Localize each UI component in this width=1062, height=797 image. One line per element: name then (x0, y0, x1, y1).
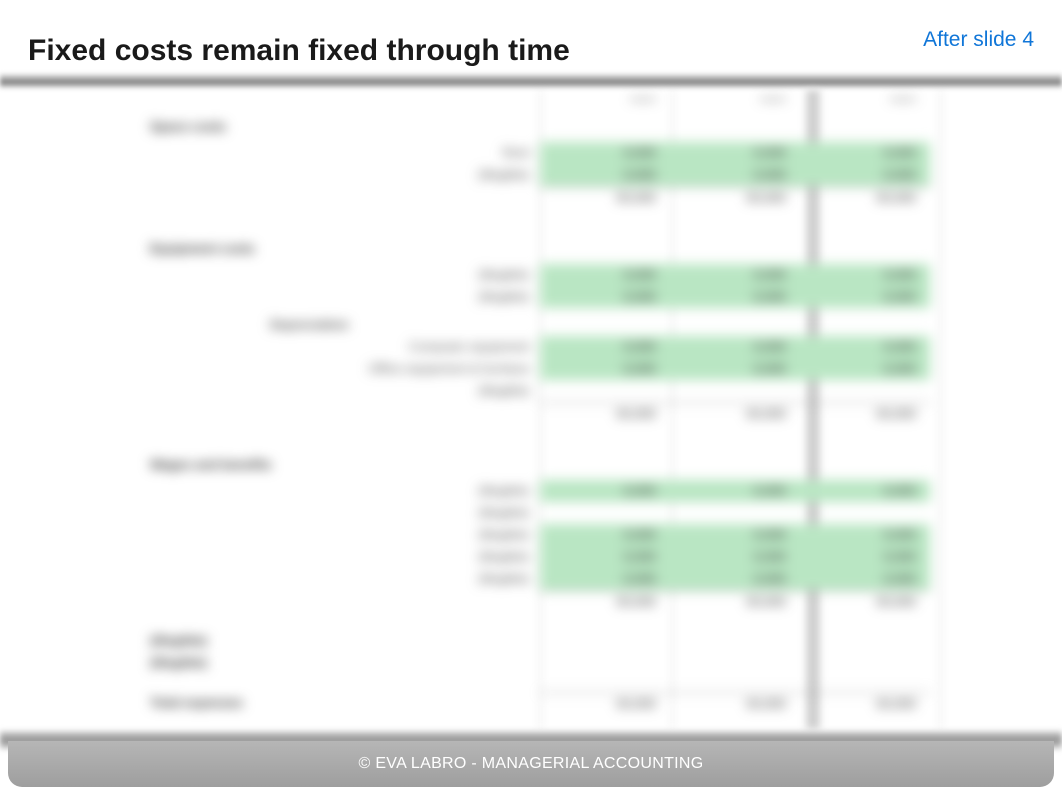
row-label: (illegible) (150, 264, 540, 286)
footer-text: © EVA LABRO - MANAGERIAL ACCOUNTING (358, 755, 703, 772)
cell (540, 314, 670, 336)
cell: 0,000 (670, 336, 800, 358)
cell: 0,000 (540, 142, 670, 164)
cell (670, 314, 800, 336)
cell (540, 630, 670, 652)
cell (800, 454, 930, 476)
row-label: (illegible) (150, 652, 540, 674)
row-label: (illegible) (150, 568, 540, 590)
cell: 00,000 (800, 590, 930, 612)
row-label (150, 590, 540, 612)
cell: 0,000 (670, 358, 800, 380)
cell: 0,000 (800, 164, 930, 186)
cell: 0,000 (540, 336, 670, 358)
cell: 0,000 (800, 286, 930, 308)
row-label: (illegible) (150, 524, 540, 546)
cell: 00,000 (540, 692, 670, 714)
row-label: Total expenses (150, 692, 540, 714)
cell: 0,000 (540, 264, 670, 286)
cell: 00,000 (800, 402, 930, 424)
cell (800, 630, 930, 652)
cell: 00,000 (670, 692, 800, 714)
cell: 0,000 (540, 286, 670, 308)
cell: 0,000 (670, 164, 800, 186)
cell: 0,000 (540, 358, 670, 380)
row-label: Wages and benefits (150, 454, 540, 476)
obscured-table-region: ——————Space costsRent0,0000,0000,000(ill… (0, 88, 1062, 735)
row-label: (illegible) (150, 164, 540, 186)
cell (540, 652, 670, 674)
cell (800, 502, 930, 524)
cell: 0,000 (540, 480, 670, 502)
row-label: (illegible) (150, 380, 540, 402)
cell (540, 380, 670, 402)
cell: 0,000 (670, 142, 800, 164)
cell: 0,000 (800, 358, 930, 380)
cell: 0,000 (800, 568, 930, 590)
cell: 00,000 (670, 590, 800, 612)
cell (540, 116, 670, 138)
cell (800, 652, 930, 674)
cell: 00,000 (670, 186, 800, 208)
cell: 0,000 (800, 336, 930, 358)
row-label: Equipment costs (150, 238, 540, 260)
cell: 0,000 (540, 524, 670, 546)
cell (540, 454, 670, 476)
row-label: Office equipment & furniture (150, 358, 540, 380)
cell: 0,000 (800, 480, 930, 502)
cell (670, 454, 800, 476)
row-label: Computer equipment (150, 336, 540, 358)
cell: 00,000 (800, 692, 930, 714)
row-label: (illegible) (150, 546, 540, 568)
slide: Fixed costs remain fixed through time Af… (0, 0, 1062, 797)
cell: 0,000 (670, 480, 800, 502)
cell: 0,000 (800, 142, 930, 164)
cell: 0,000 (540, 568, 670, 590)
cell: 0,000 (670, 568, 800, 590)
cell (800, 116, 930, 138)
cell (670, 502, 800, 524)
header: Fixed costs remain fixed through time Af… (0, 0, 1062, 82)
row-label: Depreciation (150, 314, 540, 336)
row-label: Space costs (150, 116, 540, 138)
slide-title: Fixed costs remain fixed through time (28, 34, 570, 68)
cell (670, 380, 800, 402)
cell: 0,000 (670, 524, 800, 546)
row-label: (illegible) (150, 502, 540, 524)
header-divider (0, 74, 1062, 88)
cell (800, 238, 930, 260)
cell: 00,000 (540, 186, 670, 208)
row-label (150, 402, 540, 424)
cost-table: ——————Space costsRent0,0000,0000,000(ill… (150, 88, 950, 732)
cell: 0,000 (800, 264, 930, 286)
cell (800, 314, 930, 336)
cell: 0,000 (800, 524, 930, 546)
row-label: (illegible) (150, 630, 540, 652)
cell: 0,000 (540, 164, 670, 186)
cell: 0,000 (540, 546, 670, 568)
cell (670, 630, 800, 652)
cell (540, 238, 670, 260)
row-label: Rent (150, 142, 540, 164)
cell: 0,000 (670, 286, 800, 308)
cell: 0,000 (670, 264, 800, 286)
footer: © EVA LABRO - MANAGERIAL ACCOUNTING (8, 741, 1054, 787)
cell: 00,000 (800, 186, 930, 208)
cell (670, 652, 800, 674)
cell (670, 116, 800, 138)
cell: 00,000 (540, 402, 670, 424)
row-label (150, 186, 540, 208)
cell (540, 502, 670, 524)
row-label: (illegible) (150, 286, 540, 308)
cell: 0,000 (800, 546, 930, 568)
cell (670, 238, 800, 260)
cell (800, 380, 930, 402)
slide-note: After slide 4 (923, 28, 1034, 52)
cell: 00,000 (670, 402, 800, 424)
cell: 0,000 (670, 546, 800, 568)
cell: 00,000 (540, 590, 670, 612)
row-label: (illegible) (150, 480, 540, 502)
